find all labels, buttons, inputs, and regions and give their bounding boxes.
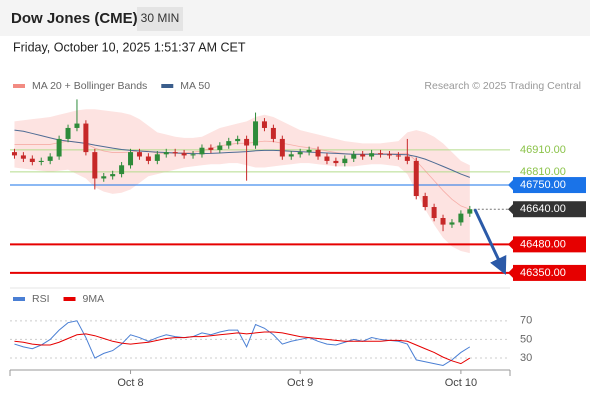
- candle-body: [163, 152, 169, 155]
- candle-body: [145, 156, 151, 161]
- candle-body: [208, 147, 214, 150]
- candle-body: [297, 152, 303, 155]
- candle-body: [270, 127, 276, 139]
- candle-body: [413, 160, 419, 197]
- candle-body: [440, 218, 446, 225]
- candle-body: [92, 152, 98, 179]
- y-tick-label: 30: [520, 352, 532, 364]
- ma50-line: [14, 129, 470, 178]
- candle-body: [261, 121, 267, 128]
- candle-body: [226, 141, 232, 146]
- level-label-box: [513, 177, 586, 194]
- header-bar: [0, 0, 590, 36]
- candle-body: [404, 156, 410, 161]
- bollinger-band: [14, 109, 470, 254]
- candle-body: [65, 127, 71, 139]
- candle-body: [119, 165, 125, 175]
- level-label-pointer: [508, 239, 513, 250]
- level-label-box: [513, 236, 586, 253]
- ma20-line: [14, 140, 470, 210]
- level-label-box: [513, 201, 586, 218]
- candle-body: [101, 176, 107, 179]
- level-label: 46640.00: [520, 203, 566, 215]
- candle-body: [324, 156, 330, 161]
- candle-body: [431, 207, 437, 219]
- candle-body: [217, 145, 223, 150]
- candle-body: [449, 222, 455, 225]
- candle-body: [458, 213, 464, 223]
- legend-swatch: [161, 84, 174, 88]
- level-label: 46750.00: [520, 179, 566, 191]
- candle-body: [83, 123, 89, 153]
- candle-body: [154, 154, 160, 161]
- level-label: 46810.00: [520, 166, 566, 178]
- source: Research © 2025 Trading Central: [424, 80, 581, 92]
- level-label: 46350.00: [520, 267, 566, 279]
- level-label-pointer: [508, 267, 513, 278]
- candle-body: [38, 160, 44, 162]
- indicator-line: [14, 331, 471, 365]
- candle-body: [136, 152, 142, 157]
- legend-label: 9MA: [83, 293, 105, 305]
- timeframe-box: [137, 7, 183, 31]
- legend-label: MA 20 + Bollinger Bands: [32, 80, 147, 92]
- legend-label: RSI: [32, 293, 50, 305]
- candle-body: [190, 154, 196, 156]
- level-label-pointer: [508, 180, 513, 191]
- candle-body: [395, 155, 401, 157]
- level-label: 46910.00: [520, 144, 566, 156]
- x-tick-label: Oct 9: [287, 377, 313, 389]
- candle-body: [199, 147, 205, 155]
- candle-body: [369, 153, 375, 157]
- candle-body: [56, 138, 62, 157]
- candle-body: [315, 149, 321, 157]
- level-label-box: [513, 264, 586, 281]
- level-label: 46480.00: [520, 238, 566, 250]
- candle-body: [306, 149, 312, 153]
- y-tick-label: 50: [520, 333, 532, 345]
- chart-title: Dow Jones (CME): [11, 10, 138, 27]
- candle-body: [360, 154, 366, 157]
- legend-label: MA 50: [180, 80, 210, 92]
- y-tick-label: 70: [520, 315, 532, 327]
- x-tick-label: Oct 8: [117, 377, 143, 389]
- candle-body: [110, 174, 116, 177]
- legend-swatch: [13, 297, 25, 301]
- candle-body: [74, 123, 80, 128]
- candle-body: [386, 154, 392, 156]
- candle-body: [128, 152, 134, 166]
- candle-body: [20, 155, 26, 159]
- subtitle: Friday, October 10, 2025 1:51:37 AM CET: [13, 40, 246, 54]
- candle-body: [244, 138, 250, 146]
- candle-body: [172, 152, 178, 154]
- candle-body: [181, 153, 187, 156]
- candle-body: [279, 138, 285, 157]
- candle-body: [288, 154, 294, 157]
- legend-swatch: [63, 297, 76, 301]
- candle-body: [422, 196, 428, 208]
- x-tick-label: Oct 10: [445, 377, 477, 389]
- candle-body: [235, 138, 241, 142]
- candle-body: [333, 160, 339, 164]
- candle-body: [351, 154, 357, 159]
- candle-body: [47, 156, 53, 161]
- legend-swatch: [13, 84, 25, 88]
- candle-body: [253, 121, 259, 146]
- candle-body: [467, 209, 473, 214]
- candle-body: [342, 158, 348, 164]
- candle-body: [11, 152, 17, 156]
- timeframe: 30 MIN: [141, 11, 180, 25]
- level-label-pointer: [508, 204, 513, 215]
- candle-body: [378, 153, 384, 155]
- target-arrow: [473, 208, 507, 276]
- candle-body: [29, 158, 35, 162]
